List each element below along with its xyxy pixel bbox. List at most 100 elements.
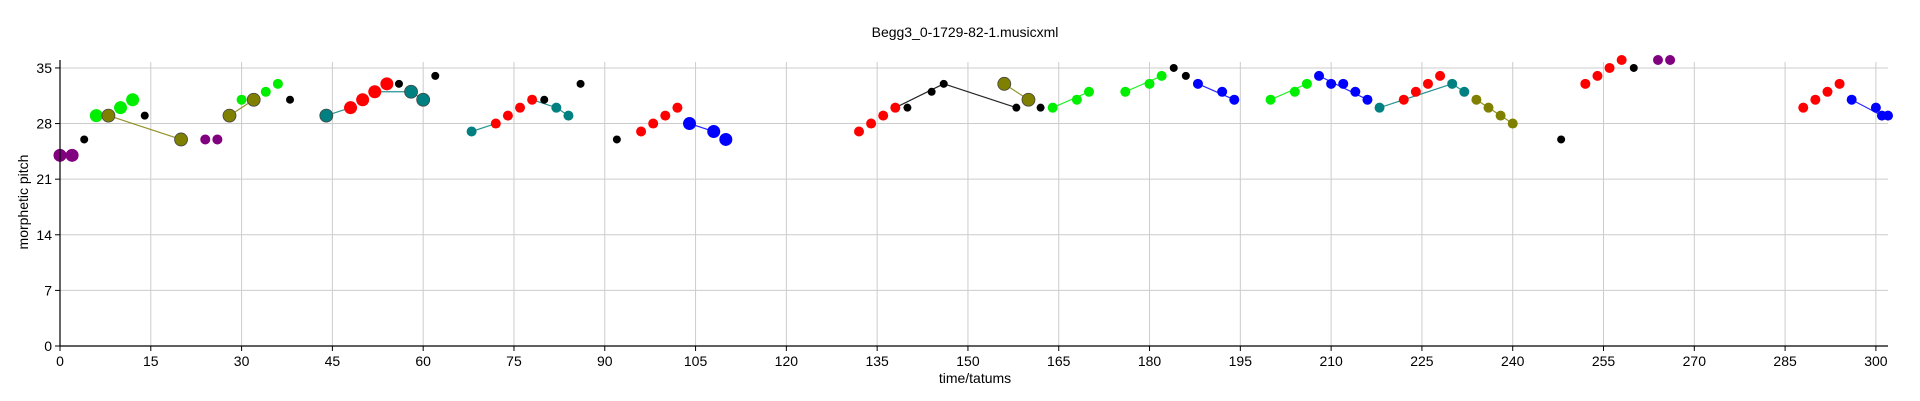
x-tick-label: 120 <box>775 353 799 369</box>
note-point <box>866 118 877 129</box>
note-point <box>1883 110 1893 121</box>
y-tick-label: 0 <box>44 338 52 354</box>
note-point <box>515 102 526 113</box>
note-point <box>683 117 697 131</box>
note-point <box>1350 86 1361 97</box>
note-point <box>140 111 149 120</box>
x-tick-label: 90 <box>597 353 613 369</box>
note-point <box>997 76 1012 91</box>
y-tick-label: 21 <box>36 171 52 187</box>
note-point <box>222 108 237 123</box>
x-tick-label: 150 <box>956 353 980 369</box>
note-point <box>101 108 116 123</box>
note-point <box>212 134 223 145</box>
note-link <box>943 83 1017 109</box>
note-point <box>1047 102 1058 113</box>
tick-labels: 0 15 30 45 60 75 90 105 120 135 150 165 180 195 210 225… <box>36 60 1887 369</box>
note-point <box>1665 55 1676 65</box>
note-point <box>319 108 334 123</box>
note-point <box>1169 63 1178 72</box>
note-point <box>356 93 370 107</box>
note-point <box>1084 86 1095 97</box>
note-point <box>416 92 431 107</box>
note-point <box>502 110 513 121</box>
note-point <box>65 148 79 162</box>
note-point <box>576 79 585 88</box>
note-point <box>260 86 271 97</box>
axes <box>55 60 1888 351</box>
note-point <box>903 103 912 112</box>
note-link <box>1052 91 1090 109</box>
note-point <box>1036 103 1045 112</box>
x-tick-label: 255 <box>1592 353 1616 369</box>
note-point <box>939 79 948 88</box>
note-point <box>1495 110 1506 121</box>
x-tick-label: 270 <box>1683 353 1707 369</box>
note-point <box>612 135 621 144</box>
x-tick-label: 105 <box>684 353 708 369</box>
note-point <box>1822 86 1833 97</box>
note-point <box>1483 102 1494 113</box>
note-point <box>707 125 721 138</box>
note-point <box>1604 62 1615 73</box>
note-point <box>648 118 659 129</box>
note-point <box>1120 86 1131 97</box>
note-point <box>490 118 501 129</box>
note-link <box>1125 75 1162 93</box>
note-point <box>114 101 128 115</box>
y-axis-label: morphetic pitch <box>15 155 31 250</box>
note-point <box>1398 94 1409 105</box>
note-point <box>1846 94 1857 105</box>
x-tick-label: 60 <box>415 353 431 369</box>
note-point <box>1071 94 1082 105</box>
x-tick-label: 165 <box>1047 353 1071 369</box>
note-point <box>1374 102 1385 113</box>
note-point <box>1012 103 1021 112</box>
note-point <box>551 102 562 113</box>
x-tick-label: 285 <box>1773 353 1797 369</box>
note-point <box>1629 63 1638 72</box>
note-point <box>1810 94 1821 105</box>
note-point <box>563 110 574 121</box>
note-point <box>404 84 418 99</box>
x-tick-label: 300 <box>1864 353 1888 369</box>
note-link <box>1476 99 1514 125</box>
note-point <box>1435 70 1446 81</box>
note-point <box>1834 78 1845 89</box>
note-point <box>1507 118 1518 129</box>
note-link <box>1197 83 1235 101</box>
x-tick-label: 210 <box>1319 353 1343 369</box>
note-link <box>1851 99 1883 117</box>
x-tick-label: 180 <box>1138 353 1162 369</box>
note-point <box>1326 78 1337 89</box>
note-point <box>394 79 403 88</box>
note-point <box>431 71 440 80</box>
note-point <box>1181 71 1190 80</box>
grid <box>59 61 1888 346</box>
x-tick-label: 135 <box>865 353 889 369</box>
note-point <box>1616 55 1627 65</box>
note-point <box>344 101 358 115</box>
note-point <box>200 134 211 145</box>
note-point <box>672 102 683 113</box>
y-tick-label: 35 <box>36 60 52 76</box>
note-point <box>1592 70 1603 81</box>
note-point <box>1156 70 1167 81</box>
note-point <box>1870 102 1881 113</box>
note-point <box>1798 102 1809 113</box>
note-point <box>636 126 647 137</box>
note-point <box>286 95 295 104</box>
note-point <box>1652 55 1663 65</box>
note-link <box>1270 83 1308 101</box>
y-tick-label: 14 <box>36 227 52 243</box>
note-point <box>236 94 247 105</box>
x-tick-label: 30 <box>234 353 250 369</box>
y-tick-label: 28 <box>36 116 52 132</box>
note-point <box>1301 78 1312 89</box>
x-tick-label: 195 <box>1229 353 1253 369</box>
note-point <box>1265 94 1276 105</box>
note-markers <box>53 55 1893 162</box>
note-point <box>1192 78 1203 89</box>
note-point <box>126 93 140 107</box>
